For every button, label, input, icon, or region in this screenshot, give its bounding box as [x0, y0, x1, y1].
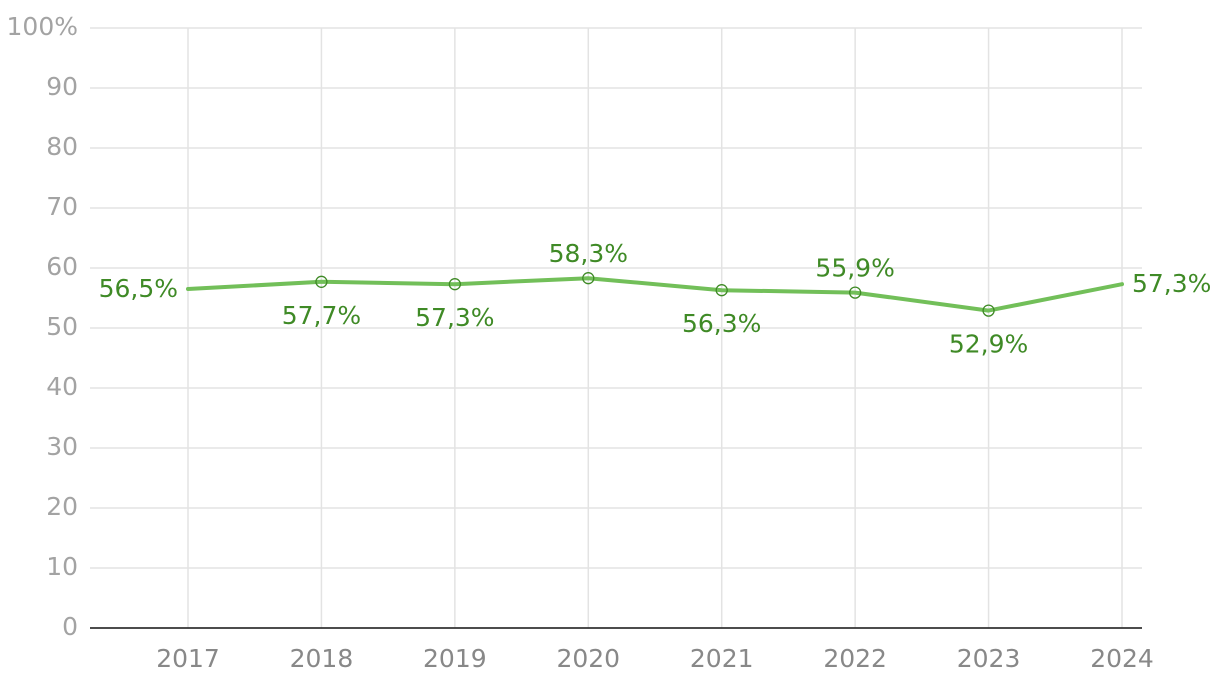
x-tick-label: 2021 — [690, 644, 754, 673]
x-gridlines — [187, 28, 1123, 628]
series-layer — [186, 272, 1124, 317]
series-line — [186, 276, 1124, 313]
data-label: 56,3% — [682, 309, 761, 338]
y-tick-label: 20 — [46, 492, 78, 521]
data-label: 52,9% — [949, 330, 1028, 359]
y-tick-label: 90 — [46, 72, 78, 101]
data-point-marker — [848, 286, 862, 299]
y-tick-label: 50 — [46, 312, 78, 341]
data-label: 57,3% — [1132, 269, 1211, 298]
y-tick-label: 80 — [46, 132, 78, 161]
x-tick-label: 2020 — [556, 644, 620, 673]
x-tick-label: 2019 — [423, 644, 487, 673]
x-tick-label: 2024 — [1090, 644, 1154, 673]
y-tick-label: 60 — [46, 252, 78, 281]
data-point-marker — [582, 272, 595, 285]
y-axis-tick-labels: 0 10 20 30 40 50 60 70 80 90 100% — [7, 12, 78, 641]
y-gridlines — [90, 27, 1142, 569]
data-point-marker — [982, 304, 995, 317]
y-tick-label: 70 — [46, 192, 78, 221]
data-label: 58,3% — [549, 239, 628, 268]
data-label: 56,5% — [99, 274, 178, 303]
data-label: 57,7% — [282, 301, 361, 330]
data-point-marker — [315, 275, 328, 288]
y-tick-label: 30 — [46, 432, 78, 461]
x-tick-label: 2022 — [823, 644, 887, 673]
y-tick-label: 0 — [62, 612, 78, 641]
x-axis-tick-labels: 2017 2018 2019 2020 2021 2022 2023 2024 — [156, 644, 1154, 673]
x-tick-label: 2023 — [957, 644, 1021, 673]
y-tick-label: 40 — [46, 372, 78, 401]
data-point-marker — [715, 284, 728, 297]
y-tick-label: 100% — [7, 12, 78, 41]
data-label: 57,3% — [415, 303, 494, 332]
data-label: 55,9% — [815, 254, 894, 283]
y-tick-label: 10 — [46, 552, 78, 581]
data-labels-layer: 56,5% 57,7% 57,3% 58,3% 56,3% 55,9% 52,9% 57,3% — [99, 239, 1212, 358]
x-tick-label: 2018 — [290, 644, 354, 673]
data-point-marker — [448, 278, 462, 291]
x-tick-label: 2017 — [156, 644, 220, 673]
